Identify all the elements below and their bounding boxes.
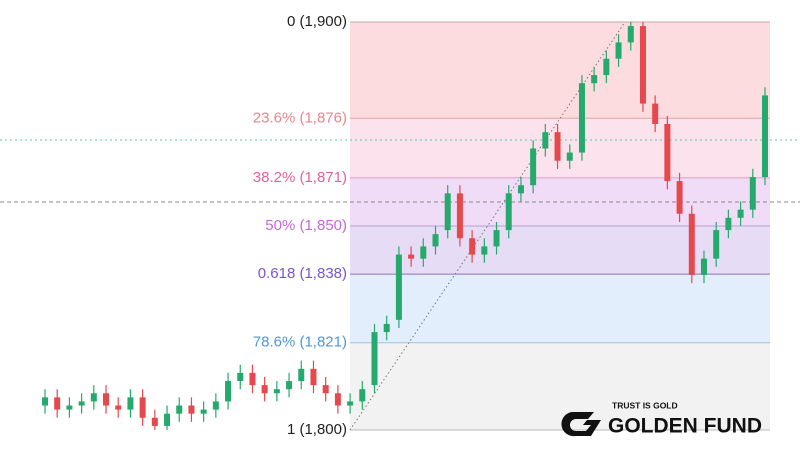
fib-band (350, 22, 770, 119)
candle-body (444, 193, 451, 231)
candle-body (566, 152, 573, 161)
candle-body (627, 26, 634, 43)
candle-body (273, 389, 280, 394)
fib-level-label: 0 (1,900) (287, 13, 347, 30)
candle-body (554, 132, 561, 161)
candle-body (347, 401, 354, 406)
fib-level-label: 38.2% (1,871) (253, 169, 347, 186)
candle-body (298, 368, 305, 382)
candle-body (200, 409, 207, 414)
candle-body (383, 323, 390, 333)
candle-body (286, 381, 293, 390)
fib-level-label: 1 (1,800) (287, 421, 347, 438)
candle-body (322, 385, 329, 394)
candle-body (78, 401, 85, 406)
candle-body (578, 83, 585, 153)
candle-body (408, 254, 415, 259)
candle-body (469, 238, 476, 255)
candle-body (456, 193, 463, 239)
fib-level-label: 23.6% (1,876) (253, 109, 347, 126)
candle-body (603, 58, 610, 76)
candle-body (334, 393, 341, 406)
logo-name: GOLDEN FUND (608, 415, 762, 438)
candle-body (420, 246, 427, 259)
candle-body (749, 177, 756, 210)
candle-body (66, 405, 73, 410)
candle-body (591, 75, 598, 84)
fib-band (350, 274, 770, 343)
candle-body (54, 397, 61, 410)
candle-body (237, 372, 244, 382)
logo-icon (561, 412, 601, 437)
candle-body (664, 124, 671, 182)
fib-band (350, 226, 770, 275)
fib-level-label: 50% (1,850) (265, 217, 347, 234)
candle-body (127, 397, 134, 410)
candle-body (737, 209, 744, 218)
candle-body (505, 193, 512, 231)
candle-body (115, 405, 122, 410)
candle-body (481, 246, 488, 255)
candle-body (517, 185, 524, 194)
candle-body (90, 393, 97, 402)
fib-bands: 0 (1,900) 23.6% (1,876) 38.2% (1,871) 50% (… (253, 13, 770, 438)
candle-body (42, 397, 48, 406)
candle-body (762, 95, 768, 178)
candle-body (542, 132, 549, 149)
candle-body (493, 230, 500, 247)
candle-body (310, 368, 317, 386)
candle-body (164, 413, 171, 426)
candle-body (652, 103, 659, 124)
candle-body (249, 372, 256, 386)
candle-body (688, 213, 695, 275)
candle-body (395, 254, 402, 320)
candle-body (713, 230, 720, 259)
candle-body (212, 401, 219, 410)
candle-body (700, 258, 707, 275)
candle-body (725, 217, 732, 231)
candle-body (261, 385, 268, 394)
candle-body (639, 26, 646, 104)
candle-body (371, 332, 378, 386)
fib-band (350, 342, 770, 430)
candle-body (176, 405, 183, 414)
logo-tagline: TRUST IS GOLD (612, 400, 678, 410)
fib-level-label: 78.6% (1,821) (253, 334, 347, 351)
candle-body (676, 181, 683, 214)
candles (42, 22, 768, 430)
candle-body (151, 417, 158, 426)
candle-body (103, 393, 110, 406)
fib-level-label: 0.618 (1,838) (258, 265, 347, 282)
candle-body (188, 405, 195, 414)
candle-body (432, 234, 439, 247)
candle-body (615, 42, 622, 59)
candle-body (359, 389, 366, 402)
candle-body (530, 148, 537, 186)
logo: TRUST IS GOLD GOLDEN FUND (561, 400, 762, 438)
candle-body (139, 397, 146, 418)
candle-body (225, 381, 232, 402)
